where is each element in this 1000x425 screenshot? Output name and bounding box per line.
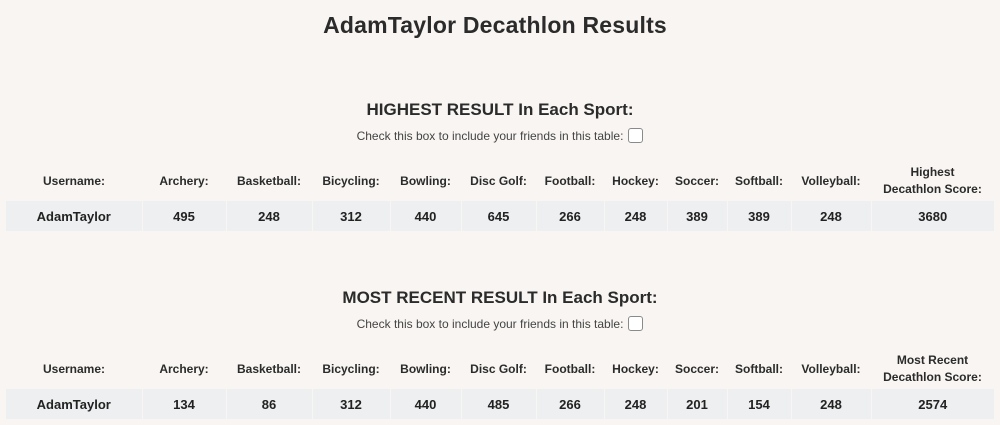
cell-archery: 495 (141, 201, 226, 231)
recent-results-heading: MOST RECENT RESULT In Each Sport: (342, 288, 658, 307)
column-header-bicycling: Bicycling: (322, 361, 380, 376)
column-header-softball: Softball: (735, 361, 783, 376)
table-header-row: Username: Archery: Basketball: Bicycling… (6, 349, 994, 389)
column-header-recent-score: Most Recent Decathlon Score: (871, 349, 994, 389)
score-header-line1: Most Recent (896, 353, 969, 367)
cell-soccer: 201 (666, 389, 727, 419)
cell-archery: 134 (141, 389, 226, 419)
column-header-soccer: Soccer: (674, 361, 720, 376)
column-header-volleyball: Volleyball: (801, 173, 861, 188)
cell-basketball: 248 (225, 201, 312, 231)
cell-disc-golf: 485 (460, 389, 536, 419)
highest-results-table: Username: Archery: Basketball: Bicycling… (6, 161, 994, 231)
score-header-line2: Decathlon Score: (883, 370, 982, 384)
cell-disc-golf: 645 (460, 201, 536, 231)
highest-friends-row: Check this box to include your friends i… (6, 127, 994, 145)
column-header-basketball: Basketball: (236, 173, 302, 188)
cell-football: 266 (535, 389, 604, 419)
cell-football: 266 (535, 201, 604, 231)
column-header-hockey: Hockey: (612, 173, 659, 188)
highest-include-friends-checkbox[interactable] (628, 128, 644, 143)
column-header-disc-golf: Disc Golf: (470, 361, 527, 376)
column-header-basketball: Basketball: (236, 361, 302, 376)
column-header-football: Football: (544, 361, 596, 376)
recent-include-friends-checkbox[interactable] (628, 316, 644, 331)
cell-volleyball: 248 (790, 389, 871, 419)
page-title: AdamTaylor Decathlon Results (323, 12, 667, 38)
cell-basketball: 86 (225, 389, 312, 419)
score-header-line1: Highest (910, 165, 955, 179)
cell-hockey: 248 (603, 389, 667, 419)
column-header-username: Username: (42, 173, 106, 188)
column-header-archery: Archery: (159, 173, 209, 188)
recent-friends-row: Check this box to include your friends i… (6, 315, 994, 333)
cell-bicycling: 312 (311, 389, 390, 419)
column-header-archery: Archery: (159, 361, 209, 376)
highest-results-section: HIGHEST RESULT In Each Sport: Check this… (6, 99, 994, 231)
cell-recent-score: 2574 (870, 389, 994, 419)
cell-username: AdamTaylor (6, 201, 142, 231)
cell-softball: 154 (726, 389, 791, 419)
column-header-disc-golf: Disc Golf: (470, 173, 527, 188)
column-header-hockey: Hockey: (612, 361, 659, 376)
cell-highest-score: 3680 (870, 201, 994, 231)
column-header-volleyball: Volleyball: (801, 361, 861, 376)
column-header-bowling: Bowling: (400, 361, 451, 376)
table-row: AdamTaylor 495 248 312 440 645 266 248 3… (6, 201, 994, 231)
recent-results-table: Username: Archery: Basketball: Bicycling… (6, 349, 994, 419)
recent-friends-label: Check this box to include your friends i… (356, 317, 624, 331)
column-header-highest-score: Highest Decathlon Score: (871, 161, 994, 201)
cell-volleyball: 248 (790, 201, 871, 231)
column-header-softball: Softball: (735, 173, 783, 188)
cell-hockey: 248 (603, 201, 667, 231)
column-header-bicycling: Bicycling: (322, 173, 380, 188)
recent-results-section: MOST RECENT RESULT In Each Sport: Check … (6, 287, 994, 419)
table-header-row: Username: Archery: Basketball: Bicycling… (6, 161, 994, 201)
column-header-football: Football: (544, 173, 596, 188)
cell-bowling: 440 (389, 389, 461, 419)
table-row: AdamTaylor 134 86 312 440 485 266 248 20… (6, 389, 994, 419)
cell-bicycling: 312 (311, 201, 390, 231)
cell-soccer: 389 (666, 201, 727, 231)
cell-softball: 389 (726, 201, 791, 231)
column-header-bowling: Bowling: (400, 173, 451, 188)
highest-friends-label: Check this box to include your friends i… (356, 129, 624, 143)
score-header-line2: Decathlon Score: (883, 182, 982, 196)
cell-bowling: 440 (389, 201, 461, 231)
highest-results-heading: HIGHEST RESULT In Each Sport: (366, 100, 634, 119)
cell-username: AdamTaylor (6, 389, 142, 419)
column-header-soccer: Soccer: (674, 173, 720, 188)
column-header-username: Username: (42, 361, 106, 376)
